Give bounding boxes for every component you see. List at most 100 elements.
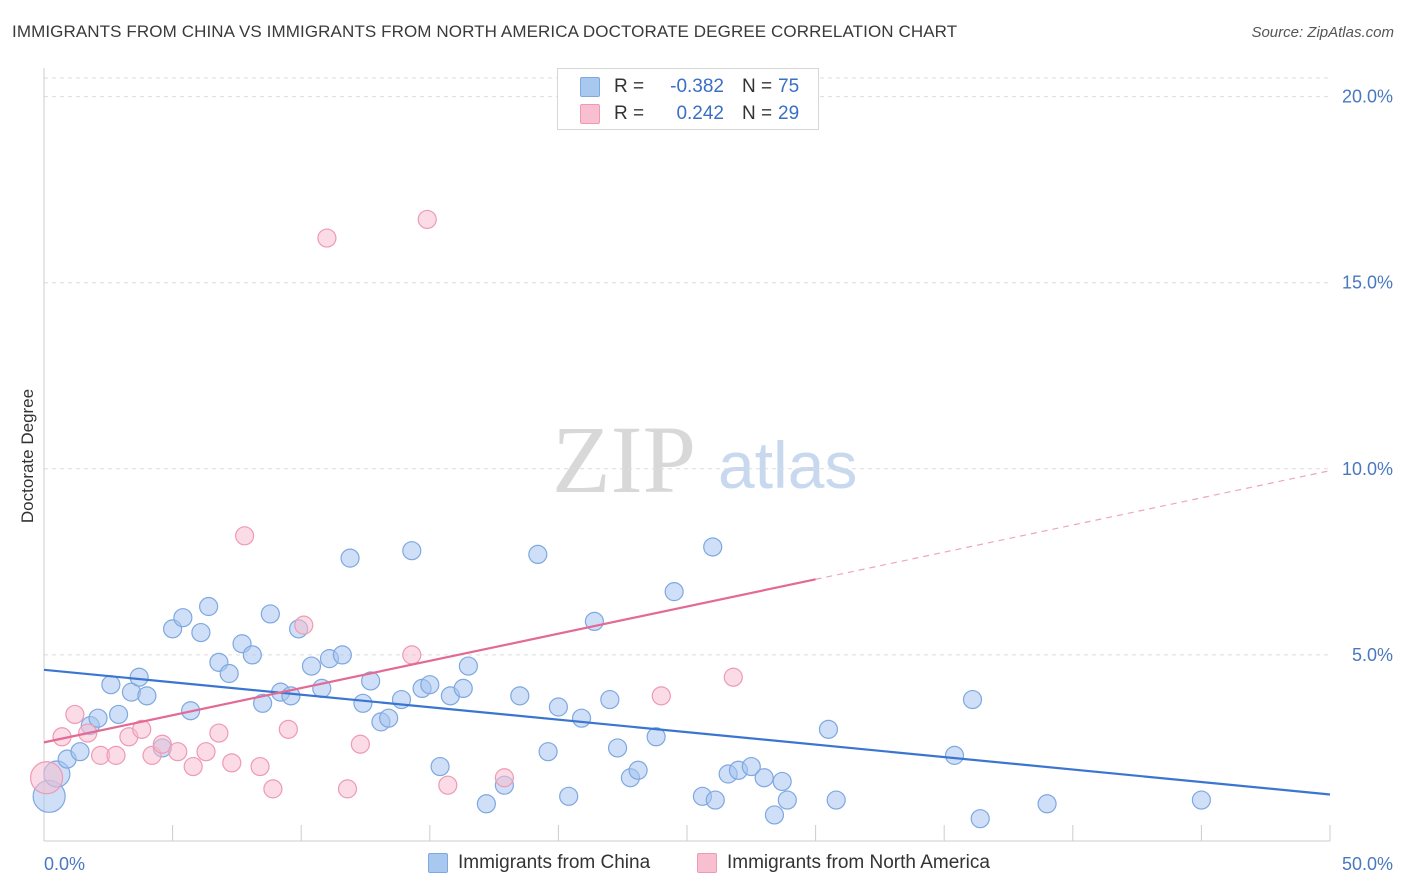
bottom-legend-swatch-china: [428, 853, 448, 873]
china-point: [340, 548, 360, 568]
china-point: [242, 645, 262, 665]
north-america-point: [196, 742, 216, 762]
china-point: [664, 582, 684, 602]
china-point: [703, 537, 723, 557]
north-america-point: [263, 779, 283, 799]
china-point: [754, 768, 774, 788]
trend-line-north-america: [43, 578, 816, 744]
north-america-point: [235, 526, 255, 546]
legend-r-label: R =: [614, 76, 645, 97]
legend-n-label: N =: [742, 76, 773, 97]
china-point: [476, 794, 496, 814]
north-america-point: [250, 756, 270, 777]
china-point: [944, 745, 965, 765]
y-axis-title: Doctorate Degree: [18, 389, 37, 523]
china-point: [607, 738, 628, 758]
north-america-point: [417, 209, 437, 230]
china-point: [402, 541, 422, 561]
china-point: [379, 708, 399, 728]
north-america-point: [438, 775, 458, 795]
north-america-point: [350, 734, 370, 754]
x-axis-ticks: [172, 825, 1331, 841]
china-point: [772, 771, 792, 792]
china-point: [453, 678, 473, 699]
china-point: [538, 742, 558, 762]
watermark: ZIP atlas: [552, 406, 857, 513]
china-point: [510, 686, 530, 706]
china-point: [301, 656, 322, 676]
north-america-point: [152, 734, 172, 754]
y-axis-tick-labels: 5.0% 10.0% 15.0% 20.0%: [1342, 87, 1393, 665]
legend-n-value: 29: [778, 103, 800, 124]
china-point: [777, 790, 797, 810]
north-america-point: [317, 228, 337, 248]
series-immigrants-from-north-america: [29, 209, 743, 799]
stats-legend: R = -0.382 N = 75 R = 0.242 N = 29: [557, 68, 819, 130]
y-tick-label: 5.0%: [1352, 645, 1393, 665]
north-america-point: [209, 723, 229, 743]
grid-lines: [44, 77, 1330, 656]
china-point: [361, 671, 381, 691]
china-point: [253, 693, 273, 713]
china-point: [818, 719, 839, 739]
legend-n-label: N =: [742, 103, 773, 124]
legend-row-china: R = -0.382 N = 75: [580, 75, 799, 99]
legend-r-label: R =: [614, 103, 645, 124]
china-point: [1191, 790, 1212, 810]
north-america-point: [183, 756, 203, 777]
china-point: [628, 760, 648, 780]
bottom-legend-label-north-america: Immigrants from North America: [727, 852, 990, 873]
north-america-point: [294, 615, 314, 635]
trend-lines: [43, 470, 1331, 796]
china-point: [199, 596, 219, 617]
north-america-point: [168, 742, 188, 762]
trend-line-north-america-extension: [815, 470, 1331, 580]
bottom-legend-china: Immigrants from China: [428, 852, 650, 874]
china-point: [137, 686, 157, 706]
china-point: [332, 645, 352, 665]
north-america-point: [723, 667, 743, 687]
china-point: [571, 708, 592, 728]
north-america-point: [337, 779, 358, 799]
north-america-point: [651, 686, 671, 706]
china-point: [1037, 794, 1057, 814]
source-credit: Source: ZipAtlas.com: [1251, 24, 1394, 41]
north-america-point: [402, 645, 422, 665]
china-point: [173, 608, 193, 628]
bottom-legend-swatch-north-america: [697, 853, 717, 873]
y-tick-label: 10.0%: [1342, 459, 1393, 479]
china-point: [826, 790, 846, 810]
china-point: [70, 742, 90, 762]
china-point: [548, 697, 569, 717]
china-point: [741, 756, 761, 777]
watermark-atlas: atlas: [718, 428, 857, 502]
china-point: [191, 622, 211, 643]
china-point: [129, 667, 149, 687]
north-america-point: [106, 745, 126, 765]
north-america-point: [29, 761, 64, 795]
legend-r-value: -0.382: [670, 76, 724, 97]
china-point: [600, 689, 620, 710]
legend-swatch-north-america: [580, 104, 600, 124]
bottom-legend-north-america: Immigrants from North America: [697, 852, 990, 874]
china-point: [430, 756, 450, 777]
legend-swatch-china: [580, 77, 600, 97]
legend-n-value: 75: [778, 76, 800, 97]
watermark-zip: ZIP: [552, 406, 696, 513]
china-point: [260, 604, 280, 624]
china-point: [88, 708, 108, 728]
china-point: [101, 675, 121, 695]
china-point: [559, 786, 579, 806]
y-tick-label: 20.0%: [1342, 87, 1393, 107]
x-tick-label-min: 0.0%: [44, 854, 85, 874]
legend-r-value: 0.242: [676, 103, 724, 124]
x-tick-label-max: 50.0%: [1342, 854, 1393, 874]
north-america-point: [494, 768, 514, 788]
china-point: [970, 809, 990, 829]
china-point: [420, 675, 440, 695]
china-point: [219, 663, 239, 684]
china-point: [764, 805, 785, 825]
china-point: [528, 544, 548, 565]
north-america-point: [222, 753, 242, 773]
